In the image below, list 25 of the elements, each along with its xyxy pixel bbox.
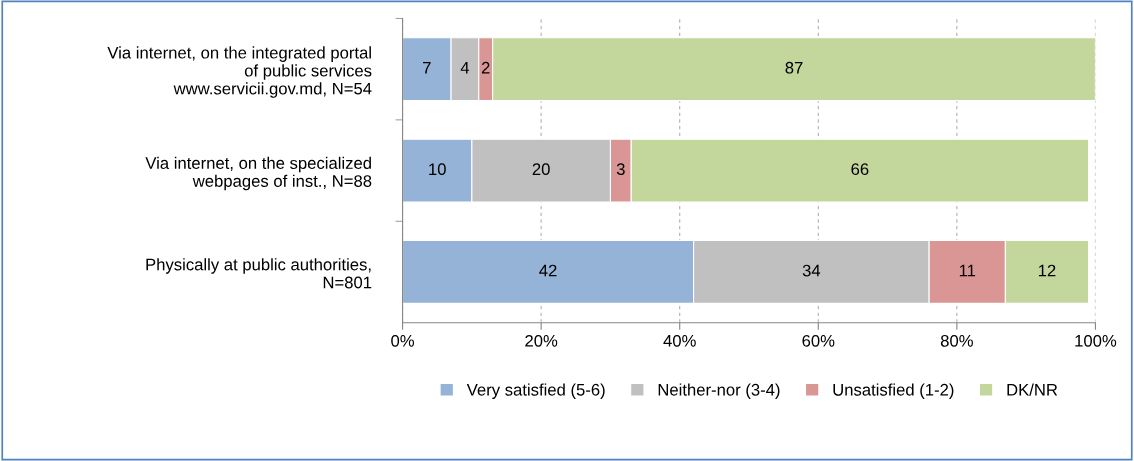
data-label: 7 — [423, 61, 431, 74]
legend-label: Unsatisfied (1-2) — [833, 383, 954, 399]
data-label: 66 — [851, 163, 869, 176]
data-label: 2 — [481, 61, 490, 74]
legend-label: Neither-nor (3-4) — [658, 383, 780, 399]
x-tick-label: 80% — [940, 334, 973, 347]
data-label: 4 — [460, 61, 470, 74]
data-label: 87 — [785, 61, 803, 74]
legend-label: Very satisfied (5-6) — [466, 383, 605, 399]
x-tick-label: 40% — [663, 334, 696, 347]
data-label: 12 — [1038, 264, 1056, 277]
y-tick-label: Physically at public authorities, N=801 — [146, 258, 372, 289]
data-label: 10 — [429, 163, 446, 176]
x-tick-label: 60% — [802, 334, 835, 347]
y-tick-label: Via internet, on the specialized webpages of inst., N=88 — [145, 156, 372, 191]
x-tick-label: 0% — [391, 334, 415, 347]
legend-label: DK/NR — [1007, 383, 1058, 396]
x-tick-label: 20% — [525, 334, 558, 347]
x-tick-label: 100% — [1075, 334, 1117, 347]
data-label: 3 — [616, 163, 625, 176]
data-label: 20 — [532, 163, 550, 176]
y-tick-label: Via internet, on the integrated portal of public services www.servicii.gov.md, N=54 — [107, 46, 372, 98]
data-label: 34 — [802, 264, 821, 277]
data-label: 42 — [539, 264, 557, 277]
data-label: 11 — [959, 264, 976, 277]
